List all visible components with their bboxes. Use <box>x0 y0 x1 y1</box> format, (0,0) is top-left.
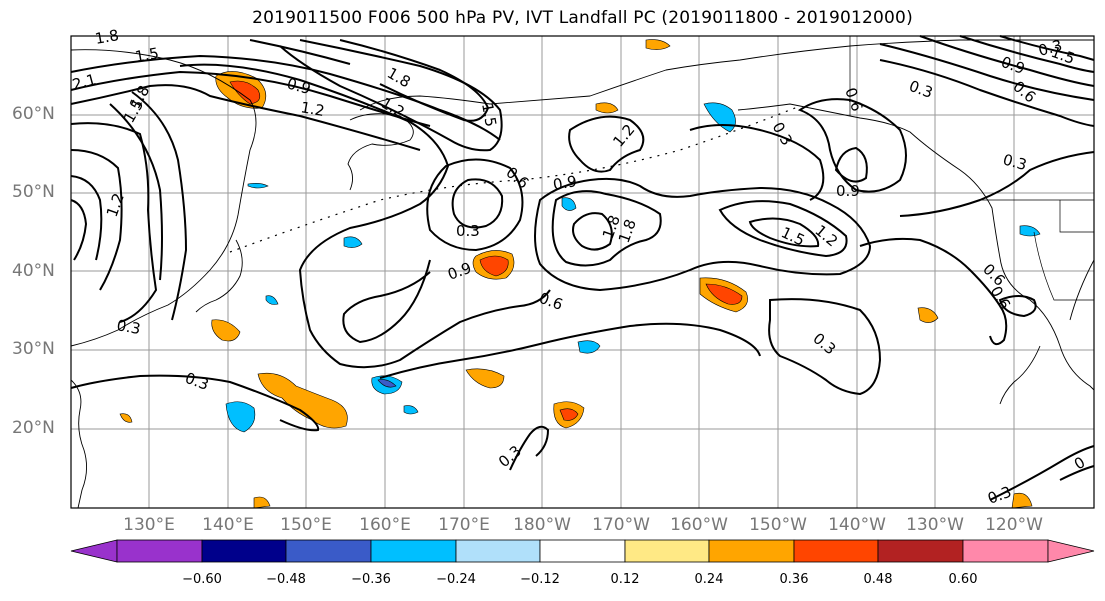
contour-label: 1.5 <box>478 102 500 129</box>
shade-patch <box>229 80 261 105</box>
colorbar-bin <box>370 539 457 563</box>
shade-patch <box>479 255 509 277</box>
pv-contours <box>70 35 1095 501</box>
contour-label: 0.3 <box>456 222 480 240</box>
colorbar-bin <box>962 539 1049 563</box>
shade-patch <box>577 340 601 354</box>
lon-label: 120°W <box>985 515 1043 535</box>
contour-label: 0.9 <box>836 182 860 200</box>
shade-patch <box>403 405 419 415</box>
shade-patch <box>253 496 271 509</box>
lat-label: 40°N <box>12 261 55 281</box>
shade-patch <box>645 39 671 50</box>
lon-label: 180°W <box>513 515 571 535</box>
colorbar-bin <box>455 539 541 563</box>
lon-label: 130°E <box>123 515 175 535</box>
colorbar-tick: −0.24 <box>436 572 476 587</box>
lon-label: 140°W <box>828 515 886 535</box>
colorbar-bin <box>116 539 203 563</box>
colorbar-tick: −0.12 <box>520 572 560 587</box>
shade-patch <box>377 379 397 388</box>
shade-patch <box>225 401 256 433</box>
shade-patch <box>1019 225 1041 237</box>
lon-label: 170°W <box>592 515 650 535</box>
contour-label: 1.5 <box>134 44 161 66</box>
colorbar <box>70 539 1095 563</box>
colorbar-bin <box>877 539 964 563</box>
colorbar-bin <box>624 539 710 563</box>
contour-label: 2.1 <box>70 70 98 94</box>
contour-label: 0.9 <box>285 74 313 98</box>
shade-patch <box>705 283 743 305</box>
colorbar-tick: −0.60 <box>182 572 222 587</box>
shade-patch <box>1011 492 1033 509</box>
lat-label: 60°N <box>12 104 55 124</box>
lon-label: 130°W <box>906 515 964 535</box>
colorbar-tick: 0.60 <box>948 572 978 587</box>
shade-patch <box>257 372 348 429</box>
lat-label: 50°N <box>12 182 55 202</box>
contour-label: 1.8 <box>94 26 121 48</box>
shade-patch <box>343 236 363 248</box>
colorbar-bin <box>708 539 795 563</box>
map-panel: 1.8 1.5 2.1 1.8 1.5 0.9 1.8 1.5 1.2 0.6 … <box>70 26 1095 509</box>
map-frame <box>70 35 1095 509</box>
shade-patch <box>595 102 619 114</box>
colorbar-tick: 0.36 <box>779 572 809 587</box>
colorbar-bin <box>285 539 372 563</box>
colorbar-tick: 0.48 <box>863 572 893 587</box>
colorbar-bin <box>793 539 879 563</box>
shade-patch <box>265 295 279 305</box>
shade-patch <box>211 319 241 342</box>
colorbar-tick: −0.36 <box>351 572 391 587</box>
colorbar-tick: 0.24 <box>694 572 724 587</box>
shade-patch <box>559 408 579 421</box>
colorbar-extend-low <box>70 539 118 563</box>
contour-label: 1.2 <box>299 98 326 120</box>
colorbar-tick: 0.12 <box>610 572 640 587</box>
colorbar-tick: −0.48 <box>266 572 306 587</box>
lon-label: 160°W <box>670 515 728 535</box>
contour-label: 0.3 <box>115 316 142 338</box>
colorbar-bin <box>539 539 626 563</box>
shade-patch <box>119 413 133 423</box>
contour-label: 0.3 <box>1001 150 1029 174</box>
map-title: 2019011500 F006 500 hPa PV, IVT Landfall… <box>252 8 913 28</box>
lat-label: 30°N <box>12 339 55 359</box>
lon-label: 150°E <box>280 515 332 535</box>
borders <box>849 36 1094 301</box>
contour-label: 0.9 <box>552 172 579 194</box>
lon-label: 140°E <box>202 515 254 535</box>
contour-label: 0.3 <box>1036 36 1064 60</box>
lat-label: 20°N <box>12 418 55 438</box>
lon-label: 170°E <box>438 515 490 535</box>
shade-patch <box>247 183 269 189</box>
lon-label: 150°W <box>749 515 807 535</box>
shade-patch <box>561 197 577 211</box>
colorbar-extend-high <box>1047 539 1095 563</box>
colorbar-bin <box>201 539 287 563</box>
ivt-shading <box>119 39 1041 509</box>
lon-label: 160°E <box>359 515 411 535</box>
shade-patch <box>917 307 939 323</box>
shade-patch <box>465 368 505 389</box>
